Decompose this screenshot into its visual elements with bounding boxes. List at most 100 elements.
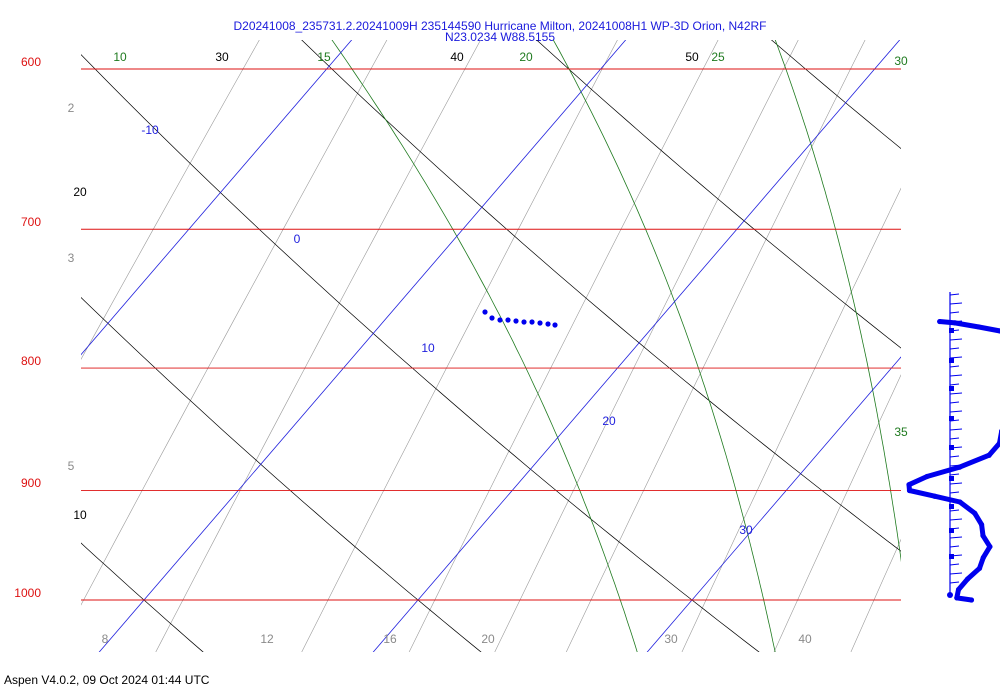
dew-point-point [924,473,930,480]
dry-adiabat-tick-label: 10 [73,508,87,522]
dew-point-release-point [482,309,488,315]
dry-adiabat-line [81,296,482,652]
wind-barb [949,374,963,377]
dew-point-release-point [537,320,543,326]
moist-adiabat-tick-label: 30 [894,54,908,68]
dew-point-point [972,510,978,516]
mixing-ratio-line [81,40,260,360]
isotherm-tick-label: 10 [421,341,435,355]
isotherm-line [646,356,901,652]
isotherm-tick-label: 20 [602,414,616,428]
dew-point-release-point [513,318,519,324]
mixing-ratio-tick-label: 8 [102,632,109,646]
wind-barb [949,473,960,476]
wind-barb-flag [949,328,954,333]
isotherm-line [81,40,353,356]
dew-point-point [957,464,963,470]
wind-barb [949,410,963,413]
dew-point-point [955,586,962,593]
mixing-ratio-line [565,40,866,652]
wind-barb [949,500,963,503]
pressure-tick-label: 800 [21,354,41,368]
wind-barb [949,401,960,404]
moist-adiabat-line [331,40,638,652]
wind-barb [949,293,960,296]
dew-point-point [906,487,913,494]
dew-point-release-point [489,315,495,321]
mixing-ratio-line [681,187,901,652]
mixing-ratio-tick-label: 30 [664,632,678,646]
moist-adiabat-tick-label: 20 [519,50,533,64]
pressure-tick-label: 700 [21,215,41,229]
wind-barb-flag [949,504,954,509]
dew-point-trace [906,319,1000,603]
mixing-ratio-tick-label: 5 [68,459,75,473]
dry-adiabat-line [771,40,901,149]
wind-barb [949,428,963,431]
mixing-ratio-tick-label: 20 [481,632,495,646]
wind-barb [949,455,960,458]
wind-barb [949,320,963,323]
dew-point-release-point [497,317,503,323]
dew-point-point [976,324,982,330]
wind-barb [949,482,963,485]
dew-point-release-point [521,319,527,325]
isotherm-tick-label: 0 [294,232,301,246]
dew-point-point [980,554,986,561]
wind-barb [949,509,960,512]
wind-barb [949,383,960,386]
wind-barb-flag [949,416,954,421]
wind-barb [949,302,963,305]
moist-adiabat-tick-label: 35 [894,425,908,439]
wind-barb-flag [949,554,954,559]
wind-barb [949,491,960,494]
moist-adiabat-tick-label: 25 [711,50,725,64]
dew-point-point [906,482,912,488]
isotherm-line [98,40,627,652]
wind-barb [949,311,960,314]
dew-point-point [997,328,1000,334]
dew-point-point [937,318,943,325]
mixing-ratio-line [81,40,388,606]
dew-point-point [968,597,975,603]
wind-barb [949,563,960,566]
dew-point-point [932,493,938,499]
dew-point-point [980,533,986,539]
dew-point-point [986,452,992,458]
isotherm-tick-label: 30 [739,523,753,537]
wind-barb [949,365,960,368]
dew-point-point [996,440,1000,446]
dew-point-point [957,499,963,505]
dry-adiabat-line [536,40,901,349]
dew-point-release-point [552,322,558,328]
wind-barb-flag [949,476,954,481]
mixing-ratio-line [850,538,901,652]
moist-adiabat-line [552,40,776,652]
isotherm-tick-label: -10 [141,123,159,137]
dry-adiabat-tick-label: 30 [215,50,229,64]
moist-adiabat-line [774,40,901,563]
pressure-tick-label: 600 [21,55,41,69]
mixing-ratio-line [155,40,481,652]
mixing-ratio-line [408,40,719,652]
chart-title: D20241008_235731.2.20241009H 235144590 H… [233,19,767,33]
wind-barb [949,581,960,584]
wind-barb [949,347,960,350]
pressure-tick-label: 1000 [14,586,41,600]
dew-point-release-point [505,317,511,323]
wind-barb [949,356,963,359]
mixing-ratio-tick-label: 3 [68,251,75,265]
mixing-ratio-tick-label: 16 [383,632,397,646]
dry-adiabat-line [301,40,901,552]
wind-barb [949,338,963,341]
dew-point-point [954,595,960,601]
wind-barb [949,536,963,539]
moist-adiabat-tick-label: 15 [317,50,331,64]
footer-text: Aspen V4.0.2, 09 Oct 2024 01:44 UTC [4,673,210,687]
mixing-ratio-line [773,374,901,652]
dry-adiabat-line [81,542,204,652]
mixing-ratio-line [494,40,799,652]
wind-barb [949,572,963,575]
wind-barb [949,437,960,440]
